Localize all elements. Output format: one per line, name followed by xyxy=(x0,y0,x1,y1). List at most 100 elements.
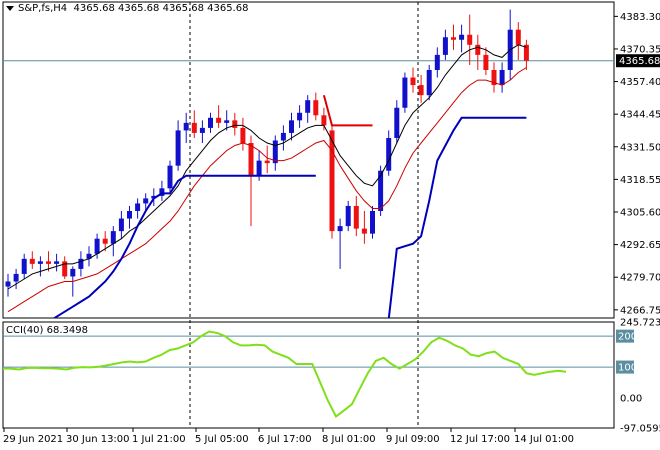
candle-body xyxy=(232,120,238,128)
candle-body xyxy=(175,130,181,166)
candle-body xyxy=(305,100,311,113)
y-tick-label: 4344.45 xyxy=(620,110,660,121)
candle-body xyxy=(361,228,367,234)
y-tick-label: 4318.55 xyxy=(620,175,660,186)
y-tick-label: 4370.35 xyxy=(620,44,660,55)
y-tick-label: 4266.75 xyxy=(620,305,660,316)
candle-body xyxy=(216,117,222,123)
candle-body xyxy=(94,238,100,254)
slow-ma-line xyxy=(7,67,527,313)
candle-body xyxy=(208,117,213,128)
candle-body xyxy=(402,77,408,108)
candle-body xyxy=(151,195,157,199)
cci-header: CCI(40) 68.3498 xyxy=(6,325,88,336)
cci-line xyxy=(3,330,567,419)
candle-body xyxy=(337,226,343,232)
candle-body xyxy=(248,143,254,176)
candle-body xyxy=(118,218,124,232)
candle-body xyxy=(483,54,489,70)
candle-body xyxy=(135,203,141,211)
x-tick-label: 5 Jul 05:00 xyxy=(195,434,249,445)
y-tick-label: 4357.40 xyxy=(620,77,660,88)
cci-tick-label: 200 xyxy=(618,332,637,343)
candle-body xyxy=(78,258,84,269)
candle-body xyxy=(37,261,43,264)
x-tick-label: 14 Jul 01:00 xyxy=(514,434,574,445)
candle-body xyxy=(29,258,35,264)
candle-body xyxy=(297,112,303,121)
x-tick-label: 29 Jun 2021 xyxy=(3,434,63,445)
candle-body xyxy=(264,160,270,164)
cci-tick-label: 0.00 xyxy=(620,393,642,404)
symbol-label: S&P,fs,H4 xyxy=(18,3,68,14)
x-tick-label: 9 Jul 09:00 xyxy=(386,434,440,445)
candle-body xyxy=(86,253,92,259)
candle-body xyxy=(159,188,165,196)
candle-body xyxy=(475,44,481,55)
candle-body xyxy=(127,210,132,219)
y-tick-label: 4305.60 xyxy=(620,207,660,218)
x-tick-label: 1 Jul 21:00 xyxy=(132,434,186,445)
cci-pane-frame xyxy=(2,321,615,429)
y-tick-label: 4383.30 xyxy=(620,12,660,23)
candle-body xyxy=(102,238,108,244)
cci-tick-label: 245.7235 xyxy=(620,318,660,329)
candle-body xyxy=(426,69,432,96)
trailing-stop-down-line xyxy=(322,94,373,127)
candle-body xyxy=(386,137,392,171)
fast-ma-line xyxy=(7,44,527,290)
candle-body xyxy=(451,37,456,40)
ohlc-values: 4365.68 4365.68 4365.68 4365.68 xyxy=(73,3,249,14)
candle-body xyxy=(21,258,27,274)
x-tick-label: 30 Jun 13:00 xyxy=(66,434,130,445)
candle-body xyxy=(240,127,246,144)
candle-body xyxy=(5,281,11,287)
candle-body xyxy=(313,100,319,116)
candle-body xyxy=(13,273,19,282)
candle-body xyxy=(499,69,505,86)
candle-body xyxy=(523,44,529,61)
candle-body xyxy=(224,120,230,123)
candle-body xyxy=(378,170,384,211)
cci-tick-label: 100 xyxy=(618,363,637,374)
chart-header: S&P,fs,H4 4365.68 4365.68 4365.68 4365.6… xyxy=(6,3,248,14)
candle-body xyxy=(467,34,473,45)
candle-body xyxy=(442,37,448,55)
candle-body xyxy=(329,130,335,232)
candle-body xyxy=(110,231,116,244)
x-tick-label: 8 Jul 01:00 xyxy=(322,434,376,445)
x-tick-label: 6 Jul 17:00 xyxy=(258,434,312,445)
current-price-box xyxy=(616,54,660,68)
candle-body xyxy=(167,165,173,189)
candle-body xyxy=(143,198,149,204)
cci-tick-label: -97.0595 xyxy=(620,424,660,435)
chevron-down-icon[interactable] xyxy=(6,5,14,11)
candle-body xyxy=(199,127,205,133)
current-price-label: 4365.68 xyxy=(619,56,660,67)
candle-body xyxy=(353,205,359,229)
candle-body xyxy=(418,85,424,96)
candle-body xyxy=(370,210,375,234)
y-tick-label: 4292.65 xyxy=(620,240,660,251)
candle-body xyxy=(410,77,416,86)
candle-body xyxy=(191,122,197,133)
candle-body xyxy=(321,115,327,126)
candle-body xyxy=(183,122,189,131)
x-tick-label: 12 Jul 17:00 xyxy=(450,434,510,445)
candle-body xyxy=(46,261,51,264)
candle-body xyxy=(54,261,60,264)
candle-body xyxy=(272,140,278,164)
candle-body xyxy=(280,132,286,141)
candle-body xyxy=(515,29,521,45)
candle-body xyxy=(394,107,400,138)
main-pane-frame xyxy=(2,1,615,319)
cci-level-box xyxy=(616,329,634,343)
y-tick-label: 4331.50 xyxy=(620,142,660,153)
candle-body xyxy=(256,160,262,176)
candle-body xyxy=(345,205,351,227)
candle-body xyxy=(70,268,76,277)
candle-body xyxy=(434,54,440,70)
candle-body xyxy=(459,34,465,40)
candle-body xyxy=(289,120,294,133)
